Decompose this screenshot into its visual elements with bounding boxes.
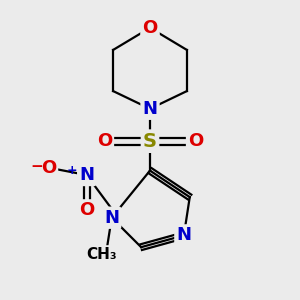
Text: CH₃: CH₃ xyxy=(86,247,117,262)
Text: +: + xyxy=(67,164,77,177)
Text: −: − xyxy=(30,159,43,174)
Text: S: S xyxy=(143,132,157,151)
Text: N: N xyxy=(79,166,94,184)
Text: O: O xyxy=(142,19,158,37)
Text: O: O xyxy=(79,201,94,219)
Text: O: O xyxy=(188,132,203,150)
Text: N: N xyxy=(176,226,191,244)
Text: O: O xyxy=(97,132,112,150)
Text: N: N xyxy=(104,209,119,227)
Text: O: O xyxy=(41,159,56,177)
Text: N: N xyxy=(142,100,158,118)
